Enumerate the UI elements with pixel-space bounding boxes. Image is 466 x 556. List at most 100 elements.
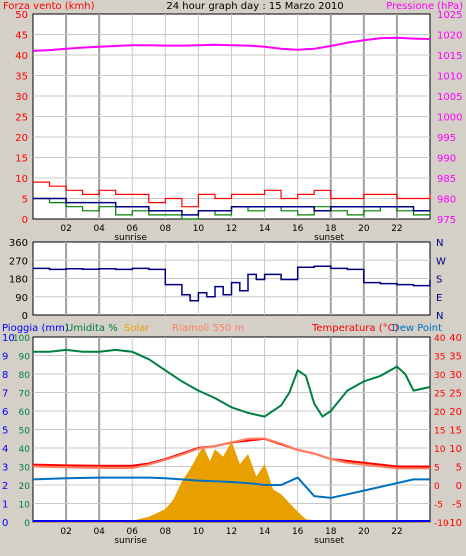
rain-y-tick: 2 xyxy=(2,481,8,492)
climate-x-tick: 06 xyxy=(127,527,139,537)
temperature-y-tick-inner: 0 xyxy=(434,482,440,492)
pressure-y-tick: 1000 xyxy=(437,113,462,124)
temperature-y-tick-inner: -5 xyxy=(434,501,443,511)
humidity-y-tick: 0 xyxy=(24,519,30,529)
wind-x-tick: 12 xyxy=(226,224,237,234)
climate-x-tick: 10 xyxy=(193,527,205,537)
wind-x-tick: 16 xyxy=(292,224,304,234)
wind-sunset-label: sunset xyxy=(314,233,344,243)
rain-y-tick: 6 xyxy=(2,407,8,418)
wind-y-tick: 40 xyxy=(15,51,28,62)
wind-sunrise-label: sunrise xyxy=(114,233,147,243)
climate-x-tick: 16 xyxy=(292,527,304,537)
temperature-y-tick-inner: 10 xyxy=(434,445,446,455)
climate-header-label: Riamoli 550 m xyxy=(172,323,244,334)
pressure-y-tick: 1015 xyxy=(437,51,462,62)
temperature-y-tick-inner: 5 xyxy=(434,464,440,474)
climate-x-tick: 08 xyxy=(160,527,172,537)
climate-x-tick: 18 xyxy=(325,527,337,537)
rain-y-tick: 7 xyxy=(2,389,8,400)
climate-x-tick: 12 xyxy=(226,527,237,537)
temperature-y-tick-inner: 35 xyxy=(434,353,445,363)
wind-y-tick: 10 xyxy=(15,174,28,185)
wind-series-1 xyxy=(33,181,431,208)
temperature-y-tick: 35 xyxy=(449,352,462,363)
pressure-y-tick: 1005 xyxy=(437,92,462,103)
rain-y-tick: 10 xyxy=(2,333,15,344)
temperature-y-tick-inner: -10 xyxy=(434,519,449,529)
wind-y-tick: 50 xyxy=(15,10,28,21)
humidity-y-tick: 70 xyxy=(19,390,31,400)
wind-y-tick: 5 xyxy=(22,195,28,206)
temperature-y-tick: 0 xyxy=(456,481,462,492)
temperature-y-tick: 20 xyxy=(449,407,462,418)
pressure-y-tick: 1020 xyxy=(437,31,462,42)
humidity-y-tick: 30 xyxy=(19,464,31,474)
pressure-y-tick: 1025 xyxy=(437,10,462,21)
wind-y-tick: 25 xyxy=(15,113,28,124)
humidity-y-tick: 10 xyxy=(19,501,31,511)
graph-title: 24 hour graph day : 15 Marzo 2010 xyxy=(166,1,343,12)
climate-sunset-label: sunset xyxy=(314,536,344,546)
pressure-axis-title: Pressione (hPa) xyxy=(386,1,463,12)
direction-compass-label: E xyxy=(436,293,442,304)
pressure-y-tick: 980 xyxy=(437,195,456,206)
climate-header-label: Dew Point xyxy=(392,323,442,334)
temperature-y-tick: 25 xyxy=(449,389,462,400)
temperature-y-tick: -10 xyxy=(446,518,462,529)
direction-y-tick: 90 xyxy=(15,293,28,304)
temperature-y-tick-inner: 30 xyxy=(434,371,446,381)
rain-y-tick: 8 xyxy=(2,370,8,381)
climate-x-tick: 02 xyxy=(60,527,71,537)
temperature-y-tick-inner: 25 xyxy=(434,390,445,400)
direction-compass-label: S xyxy=(436,275,442,286)
climate-x-tick: 20 xyxy=(358,527,370,537)
wind-x-tick: 06 xyxy=(127,224,139,234)
climate-header-label: Temperatura (°C) xyxy=(311,323,399,334)
wind-y-tick: 35 xyxy=(15,72,28,83)
temperature-line-3 xyxy=(32,476,430,499)
pressure-y-tick: 985 xyxy=(437,174,456,185)
humidity-y-tick: 50 xyxy=(19,427,31,437)
pressure-line xyxy=(32,36,431,52)
temperature-y-tick: 40 xyxy=(449,333,462,344)
temperature-y-tick: 10 xyxy=(449,444,462,455)
climate-header-label: Pioggia (mm) xyxy=(2,323,69,334)
direction-compass-label: W xyxy=(436,256,446,267)
wind-y-tick: 15 xyxy=(15,154,28,165)
rain-y-tick: 5 xyxy=(2,426,8,437)
direction-line xyxy=(33,265,431,302)
climate-header-label: Solar xyxy=(124,323,150,334)
temperature-y-tick-inner: 15 xyxy=(434,427,445,437)
wind-x-tick: 22 xyxy=(391,224,402,234)
climate-x-tick: 22 xyxy=(391,527,402,537)
direction-y-tick: 360 xyxy=(9,238,28,249)
direction-compass-label: N xyxy=(436,238,443,249)
temperature-y-tick: 15 xyxy=(449,426,462,437)
pressure-y-tick: 990 xyxy=(437,154,456,165)
rain-y-tick: 3 xyxy=(2,463,8,474)
pressure-y-tick: 975 xyxy=(437,215,456,226)
humidity-y-tick: 80 xyxy=(19,371,31,381)
climate-sunrise-label: sunrise xyxy=(114,536,147,546)
humidity-y-tick: 90 xyxy=(19,353,31,363)
temperature-y-tick-inner: 20 xyxy=(434,408,446,418)
wind-y-tick: 20 xyxy=(15,133,28,144)
humidity-y-tick: 40 xyxy=(19,445,31,455)
wind-y-tick: 30 xyxy=(15,92,28,103)
rain-humidity-temperature-panel: Pioggia (mm)Umidita % Solar Riamoli 550 m T… xyxy=(2,323,462,546)
wind-series-3 xyxy=(33,197,430,216)
temperature-y-tick-inner: 40 xyxy=(434,334,446,344)
humidity-y-tick: 20 xyxy=(19,482,31,492)
rain-y-tick: 4 xyxy=(2,444,8,455)
wind-x-tick: 10 xyxy=(193,224,205,234)
wind-x-tick: 14 xyxy=(259,224,271,234)
temperature-y-tick: 30 xyxy=(449,370,462,381)
humidity-y-tick: 100 xyxy=(13,334,30,344)
rain-y-tick: 0 xyxy=(2,518,8,529)
rain-y-tick: 1 xyxy=(2,500,8,511)
wind-x-tick: 02 xyxy=(60,224,71,234)
wind-x-tick: 08 xyxy=(160,224,172,234)
